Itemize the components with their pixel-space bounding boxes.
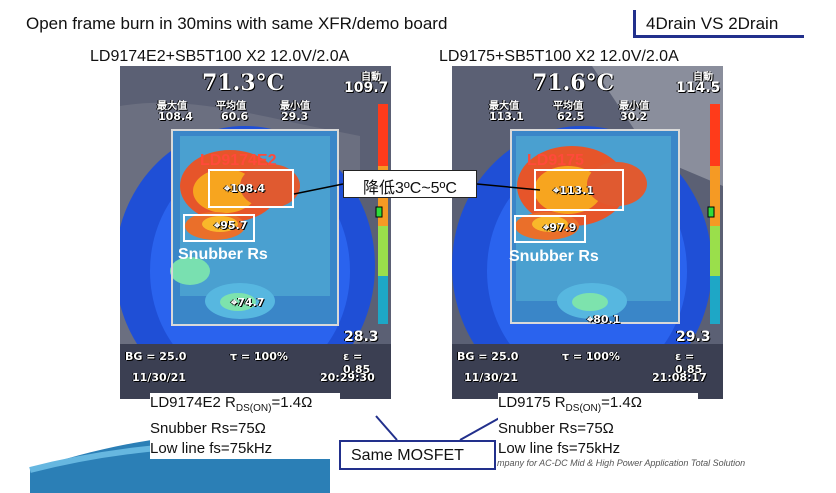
right-stat-value-avg: 62.5 xyxy=(557,110,585,123)
comparison-tag: 4Drain VS 2Drain xyxy=(633,10,804,38)
left-rds-sub: DS(ON) xyxy=(235,403,272,414)
right-stat-label-min: 最小值 xyxy=(619,101,649,112)
left-snubber-point-value: 95.7 xyxy=(220,219,248,232)
left-snubber-label: Snubber Rs xyxy=(178,246,268,263)
left-snubber-box xyxy=(183,214,255,242)
left-scale-max: 109.7 xyxy=(344,80,389,96)
footer-text: mpany for AC-DC Mid & High Power Applica… xyxy=(497,458,746,468)
right-fs-note: Low line fs=75kHz xyxy=(498,440,621,457)
crosshair-icon: ⌖ xyxy=(231,296,238,309)
right-snubber-label: Snubber Rs xyxy=(509,248,599,265)
right-snubber-point-value: 97.9 xyxy=(549,221,577,234)
left-rds-suffix: =1.4Ω xyxy=(271,394,313,411)
same-mosfet-label: Same MOSFET xyxy=(339,440,496,470)
right-other-point-value: 80.1 xyxy=(593,313,621,326)
left-hot-point-value: 108.4 xyxy=(230,182,265,195)
right-time: 21:08:17 xyxy=(652,371,707,384)
right-subtitle: LD9175+SB5T100 X2 12.0V/2.0A xyxy=(439,48,679,65)
right-snubber-box xyxy=(514,215,586,243)
right-stat-label-avg: 平均值 xyxy=(553,101,583,112)
left-time: 20:29:30 xyxy=(320,371,375,384)
right-mode-label: 自動 xyxy=(693,72,713,83)
left-eps: ε = 0.85 xyxy=(343,350,371,376)
left-other-point-value: 74.7 xyxy=(237,296,265,309)
right-bg: BG = 25.0 xyxy=(457,350,519,363)
right-eps: ε = 0.85 xyxy=(675,350,703,376)
left-thermal-graphic xyxy=(120,66,391,399)
left-snubber-point: ⌖95.7 xyxy=(214,219,247,233)
left-thermal-image: 71.3°C 自動 109.7 最大值 平均值 最小值 108.4 60.6 2… xyxy=(120,66,391,399)
right-rds-suffix: =1.4Ω xyxy=(601,394,642,411)
left-hotspot-box xyxy=(208,169,294,208)
crosshair-icon: ⌖ xyxy=(587,313,594,326)
left-rds-prefix: LD9174E2 R xyxy=(150,394,236,411)
left-fs-note: Low line fs=75kHz xyxy=(150,440,273,457)
right-tau: τ = 100% xyxy=(562,350,620,363)
left-stat-value-max: 108.4 xyxy=(158,110,193,123)
right-chip-label: LD9175 xyxy=(527,152,584,169)
left-stat-value-avg: 60.6 xyxy=(221,110,249,123)
right-stat-label-max: 最大值 xyxy=(489,101,519,112)
right-rds-line: LD9175 RDS(ON)=1.4Ω xyxy=(498,393,698,419)
left-other-point: ⌖74.7 xyxy=(231,296,264,310)
right-rds-prefix: LD9175 R xyxy=(498,394,566,411)
crosshair-icon: ⌖ xyxy=(543,221,550,234)
left-subtitle: LD9174E2+SB5T100 X2 12.0V/2.0A xyxy=(90,48,350,65)
right-stat-value-min: 30.2 xyxy=(620,110,648,123)
left-mode-label: 自動 xyxy=(361,72,381,83)
left-hot-point: ⌖108.4 xyxy=(224,182,265,196)
left-stat-label-avg: 平均值 xyxy=(216,101,246,112)
right-rds-sub: DS(ON) xyxy=(565,403,602,414)
left-scale-min: 28.3 xyxy=(344,329,379,345)
right-snubber-point: ⌖97.9 xyxy=(543,221,576,235)
right-date: 11/30/21 xyxy=(464,371,518,384)
left-rds-line: LD9174E2 RDS(ON)=1.4Ω xyxy=(150,393,340,419)
left-stat-label-max: 最大值 xyxy=(157,101,187,112)
right-thermal-image: 71.6°C 自動 114.5 最大值 平均值 最小值 113.1 62.5 3… xyxy=(452,66,723,399)
right-stat-value-max: 113.1 xyxy=(489,110,524,123)
right-main-temp: 71.6°C xyxy=(532,70,615,96)
right-hot-point: ⌖113.1 xyxy=(553,184,594,198)
left-bg: BG = 25.0 xyxy=(125,350,187,363)
left-snubber-note: Snubber Rs=75Ω xyxy=(150,420,266,437)
left-tau: τ = 100% xyxy=(230,350,288,363)
right-scale-max: 114.5 xyxy=(676,80,721,96)
temp-reduction-callout: 降低3ºC~5ºC xyxy=(343,170,477,198)
crosshair-icon: ⌖ xyxy=(553,184,560,197)
right-other-point: ⌖80.1 xyxy=(587,313,620,327)
left-chip-label: LD9174E2 xyxy=(200,152,277,169)
right-snubber-note: Snubber Rs=75Ω xyxy=(498,420,614,437)
right-thermal-graphic xyxy=(452,66,723,399)
left-stat-value-min: 29.3 xyxy=(281,110,309,123)
crosshair-icon: ⌖ xyxy=(214,219,221,232)
slide-title: Open frame burn in 30mins with same XFR/… xyxy=(26,14,448,33)
left-main-temp: 71.3°C xyxy=(202,70,285,96)
left-stat-label-min: 最小值 xyxy=(280,101,310,112)
right-notes: LD9175 RDS(ON)=1.4Ω Snubber Rs=75Ω Low l… xyxy=(498,393,698,459)
crosshair-icon: ⌖ xyxy=(224,182,231,195)
left-notes: LD9174E2 RDS(ON)=1.4Ω Snubber Rs=75Ω Low… xyxy=(150,393,340,459)
right-hot-point-value: 113.1 xyxy=(559,184,594,197)
right-scale-min: 29.3 xyxy=(676,329,711,345)
left-date: 11/30/21 xyxy=(132,371,186,384)
